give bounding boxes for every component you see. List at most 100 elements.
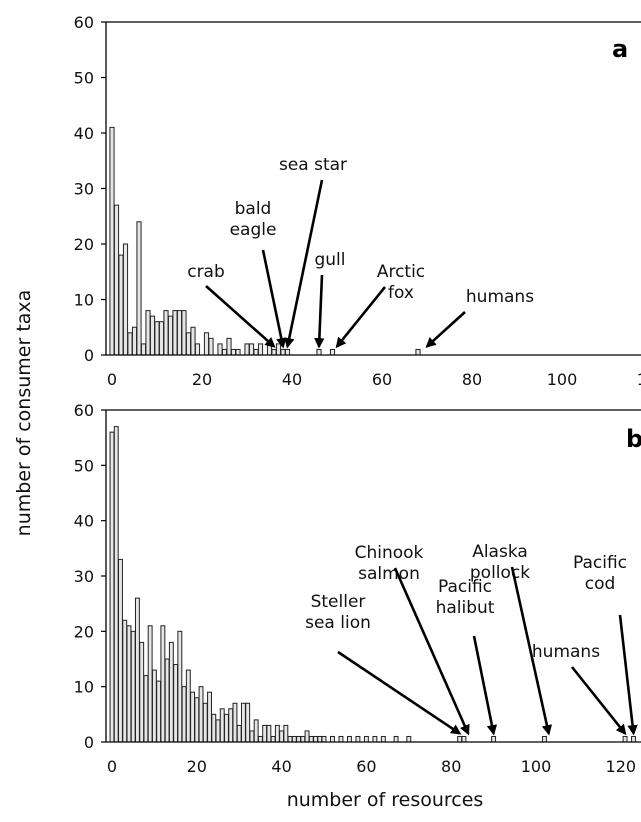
bar — [208, 337, 214, 356]
bar — [330, 735, 335, 743]
annotation-line: sea star — [279, 155, 347, 175]
bar — [219, 708, 225, 743]
bar — [280, 348, 286, 356]
panel-a-bars — [109, 126, 421, 356]
bar — [457, 735, 463, 743]
annotation-line: humans — [532, 642, 600, 662]
bar — [118, 254, 124, 356]
x-tick-label: 40 — [282, 370, 302, 389]
bar — [415, 348, 421, 356]
annotation: gull — [314, 250, 346, 349]
y-tick-label: 20 — [74, 235, 94, 254]
bar — [177, 630, 183, 743]
x-tick-label: 80 — [441, 757, 461, 776]
bar — [245, 702, 251, 743]
annotation-line: eagle — [230, 220, 277, 240]
bar — [235, 348, 241, 356]
bar — [313, 735, 318, 743]
annotation-line: bald — [235, 199, 272, 219]
bar — [139, 641, 145, 743]
bar — [631, 735, 636, 743]
y-tick-label: 40 — [74, 512, 94, 531]
bar — [185, 332, 192, 356]
annotation-line: Pacific — [573, 553, 627, 573]
panel-a-annotations: crab bald eagle sea star gull Arctic fox humans — [187, 155, 534, 349]
x-axis-title: number of resources — [287, 789, 484, 811]
bar — [380, 735, 386, 743]
annotation-line: sea lion — [305, 613, 371, 633]
bar — [240, 702, 246, 743]
annotation-arrow — [205, 285, 276, 348]
bar — [181, 686, 187, 743]
annotation-arrow — [337, 650, 462, 735]
annotation-label: Pacific halibut — [436, 577, 495, 618]
y-tick-label: 50 — [74, 69, 94, 88]
bar — [190, 326, 196, 356]
bar — [308, 735, 314, 743]
annotation-arrow — [393, 567, 470, 736]
bar — [217, 343, 223, 356]
panel-b-y-ticks: 0 10 20 30 40 50 60 — [74, 401, 106, 752]
y-axis-title: number of consumer taxa — [13, 290, 35, 537]
x-tick-label: 0 — [107, 370, 117, 389]
y-tick-label: 50 — [74, 456, 94, 475]
bar — [283, 724, 289, 743]
y-tick-label: 0 — [84, 346, 94, 365]
bar — [248, 343, 255, 356]
bar — [232, 702, 238, 743]
annotation-line: salmon — [358, 564, 420, 584]
bar — [109, 431, 115, 743]
bar — [109, 126, 115, 356]
x-tick-label: 100 — [521, 757, 552, 776]
bar — [236, 724, 242, 743]
bar — [262, 724, 268, 743]
bar — [154, 321, 160, 356]
annotation: Arctic fox — [335, 262, 425, 349]
bar — [284, 348, 291, 356]
y-tick-label: 30 — [74, 567, 94, 586]
annotation: Steller sea lion — [305, 592, 462, 735]
annotation-line: humans — [466, 287, 534, 307]
bar — [198, 686, 204, 743]
bar — [113, 204, 120, 356]
bar — [542, 735, 547, 743]
bar — [253, 348, 259, 356]
bar — [266, 724, 272, 743]
bar — [122, 619, 128, 743]
bar — [207, 691, 212, 743]
bar — [190, 691, 196, 743]
bar — [172, 310, 178, 356]
panel-a-label: a — [612, 35, 628, 63]
annotation: sea star — [279, 155, 347, 349]
bar — [321, 735, 327, 743]
bar — [271, 348, 277, 356]
bar — [173, 664, 179, 743]
bar — [491, 735, 497, 743]
bar — [266, 343, 273, 356]
annotation-label: Arctic fox — [377, 262, 425, 303]
bar — [224, 713, 229, 743]
bar — [346, 735, 352, 743]
annotation: Pacific cod — [573, 553, 638, 736]
annotation-arrow — [472, 635, 498, 736]
bar — [131, 326, 138, 356]
annotation-label: Alaska pollock — [470, 542, 530, 583]
y-tick-label: 60 — [74, 401, 94, 420]
annotation-line: fox — [388, 283, 414, 303]
annotation-line: gull — [314, 250, 345, 270]
x-tick-label: 20 — [192, 370, 212, 389]
bar — [253, 719, 259, 743]
y-tick-label: 60 — [74, 13, 94, 32]
annotation: Pacific halibut — [436, 577, 498, 736]
bar — [203, 332, 210, 356]
bar — [147, 625, 153, 743]
annotation: Alaska pollock — [470, 542, 553, 736]
bar — [160, 625, 166, 743]
bar — [185, 669, 191, 743]
x-tick-label: 60 — [356, 757, 376, 776]
annotation-label: sea star — [279, 155, 347, 175]
annotation-label: humans — [466, 287, 534, 307]
panel-a-frame — [105, 21, 641, 356]
